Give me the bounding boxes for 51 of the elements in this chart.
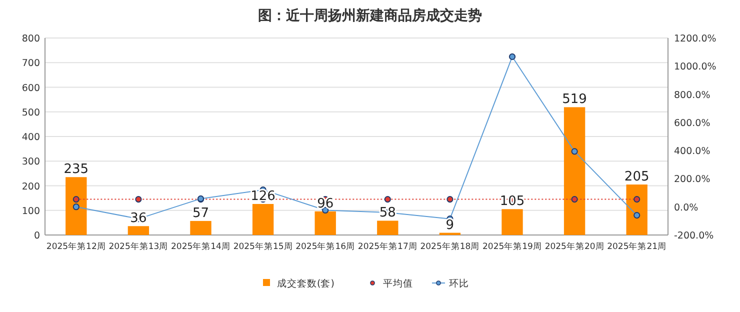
y-tick-label: 200 [22, 181, 40, 192]
data-label: 235 [64, 162, 89, 178]
point [571, 148, 578, 155]
y2-tick-label: 200.0% [674, 174, 710, 186]
x-tick-label: 2025年第17周 [358, 241, 418, 252]
bar [377, 220, 398, 235]
x-tick-label: 2025年第14周 [171, 241, 230, 252]
y-tick-label: 600 [22, 82, 40, 94]
x-tick-label: 2025年第19周 [482, 241, 542, 252]
y-tick-label: 700 [22, 58, 40, 70]
point [508, 53, 516, 60]
bar [252, 204, 274, 235]
y-tick-label: 400 [22, 132, 40, 143]
y2-tick-label: 1200.0% [674, 34, 716, 44]
x-tick-label: 2025年第21周 [607, 241, 667, 252]
data-label: 57 [192, 206, 210, 221]
bar [190, 220, 212, 235]
x-tick-label: 2025年第15周 [233, 241, 293, 252]
point [72, 204, 80, 210]
data-label: 205 [624, 170, 650, 185]
bar [66, 177, 87, 235]
point [634, 212, 640, 219]
y2-tick-label: 800.0% [674, 90, 710, 101]
legend-label: 平均值 [383, 278, 413, 290]
bar [314, 211, 336, 235]
x-tick-label: 2025年第20周 [544, 241, 604, 252]
y-tick-label: 800 [22, 34, 40, 44]
bar [502, 209, 523, 235]
data-label: 9 [446, 218, 454, 233]
data-label: 96 [317, 196, 334, 212]
y2-tick-label: 0.0% [674, 202, 698, 214]
bar [564, 107, 586, 235]
y-tick-label: 300 [22, 156, 40, 168]
legend-label: 成交套数(套) [277, 278, 334, 290]
y2-tick-label: 400.0% [674, 146, 710, 158]
bar [626, 184, 648, 235]
y-tick-label: 100 [22, 206, 40, 217]
y-tick-label: 500 [22, 107, 40, 118]
y2-tick-label: -200.0% [674, 230, 714, 242]
x-tick-label: 2025年第13周 [108, 241, 168, 252]
x-tick-label: 2025年第16周 [296, 241, 356, 252]
chart-title: 图：近十周扬州新建商品房成交走势 [258, 7, 482, 24]
x-tick-label: 2025年第18周 [420, 241, 480, 252]
x-tick-label: 2025年第12周 [46, 241, 106, 252]
data-label: 519 [562, 92, 587, 108]
legend-label: 环比 [449, 278, 469, 290]
y2-tick-label: 1000.0% [674, 62, 716, 73]
data-label: 105 [500, 194, 525, 210]
bar [128, 226, 150, 235]
y2-tick-label: 600.0% [674, 118, 710, 129]
y-tick-label: 0 [34, 230, 40, 242]
